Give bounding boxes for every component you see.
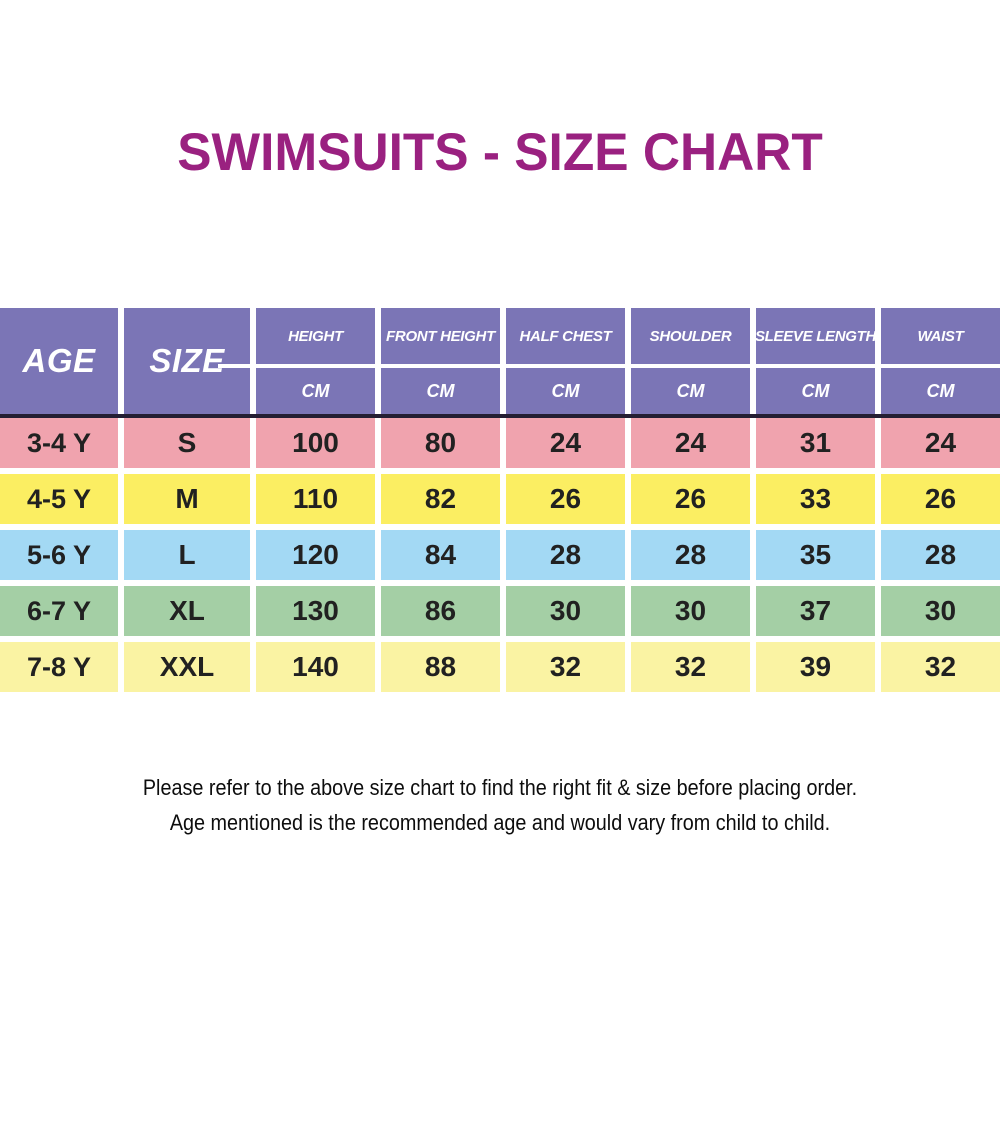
age-cell: 4-5 Y [0, 474, 118, 524]
size-cell: L [124, 530, 250, 580]
header-size-label: SIZE [149, 342, 225, 379]
unit-shoulder-cm: CM [631, 368, 750, 414]
table-row-s: 3-4 Y S 100 80 24 24 31 24 [0, 418, 1000, 468]
value-cell: 28 [881, 530, 1000, 580]
value-cell: 26 [506, 474, 625, 524]
value-cell: 30 [881, 586, 1000, 636]
value-cell: 140 [256, 642, 375, 692]
size-table-header: AGE SIZE HEIGHT FRONT HEIGHT HALF CHEST … [0, 308, 1000, 414]
header-half-chest: HALF CHEST [506, 308, 625, 364]
header-waist: WAIST [881, 308, 1000, 364]
header-front-height: FRONT HEIGHT [381, 308, 500, 364]
value-cell: 100 [256, 418, 375, 468]
value-cell: 86 [381, 586, 500, 636]
size-table-body: 3-4 Y S 100 80 24 24 31 24 4-5 Y M 110 8… [0, 418, 1000, 692]
footer-line-1: Please refer to the above size chart to … [142, 775, 858, 800]
value-cell: 31 [756, 418, 875, 468]
size-dash-line [218, 364, 256, 368]
unit-waist-cm: CM [881, 368, 1000, 414]
header-height: HEIGHT [256, 308, 375, 364]
header-sleeve-length: SLEEVE LENGTH [755, 308, 876, 364]
table-row-m: 4-5 Y M 110 82 26 26 33 26 [0, 474, 1000, 524]
value-cell: 33 [756, 474, 875, 524]
value-cell: 120 [256, 530, 375, 580]
value-cell: 24 [881, 418, 1000, 468]
header-age: AGE [0, 308, 118, 414]
value-cell: 37 [756, 586, 875, 636]
value-cell: 39 [756, 642, 875, 692]
size-cell: S [124, 418, 250, 468]
value-cell: 32 [881, 642, 1000, 692]
unit-half-chest-cm: CM [506, 368, 625, 414]
value-cell: 28 [506, 530, 625, 580]
age-cell: 5-6 Y [0, 530, 118, 580]
header-size: SIZE [124, 308, 256, 414]
unit-front-height-cm: CM [381, 368, 500, 414]
unit-sleeve-length-cm: CM [756, 368, 875, 414]
footer-note: Please refer to the above size chart to … [50, 770, 950, 840]
header-divider [0, 414, 1000, 418]
unit-height-cm: CM [256, 368, 375, 414]
age-cell: 7-8 Y [0, 642, 118, 692]
size-chart-page: SWIMSUITS - SIZE CHART AGE SIZE HEIGHT F… [0, 122, 1000, 1122]
header-shoulder: SHOULDER [631, 308, 750, 364]
value-cell: 32 [506, 642, 625, 692]
age-cell: 6-7 Y [0, 586, 118, 636]
table-row-xl: 6-7 Y XL 130 86 30 30 37 30 [0, 586, 1000, 636]
size-cell: M [124, 474, 250, 524]
size-cell: XXL [124, 642, 250, 692]
table-row-xxl: 7-8 Y XXL 140 88 32 32 39 32 [0, 642, 1000, 692]
value-cell: 26 [631, 474, 750, 524]
footer-line-2: Age mentioned is the recommended age and… [169, 810, 831, 835]
value-cell: 88 [381, 642, 500, 692]
table-row-l: 5-6 Y L 120 84 28 28 35 28 [0, 530, 1000, 580]
value-cell: 110 [256, 474, 375, 524]
value-cell: 28 [631, 530, 750, 580]
size-cell: XL [124, 586, 250, 636]
page-title: SWIMSUITS - SIZE CHART [177, 123, 823, 182]
value-cell: 35 [756, 530, 875, 580]
value-cell: 32 [631, 642, 750, 692]
value-cell: 26 [881, 474, 1000, 524]
value-cell: 80 [381, 418, 500, 468]
value-cell: 84 [381, 530, 500, 580]
value-cell: 30 [506, 586, 625, 636]
value-cell: 30 [631, 586, 750, 636]
value-cell: 82 [381, 474, 500, 524]
value-cell: 24 [631, 418, 750, 468]
value-cell: 24 [506, 418, 625, 468]
size-table: AGE SIZE HEIGHT FRONT HEIGHT HALF CHEST … [0, 308, 1000, 692]
age-cell: 3-4 Y [0, 418, 118, 468]
value-cell: 130 [256, 586, 375, 636]
